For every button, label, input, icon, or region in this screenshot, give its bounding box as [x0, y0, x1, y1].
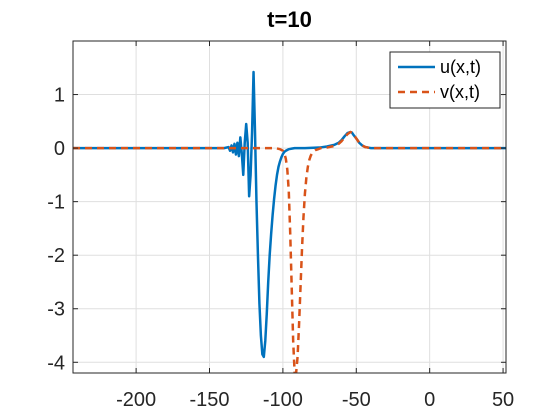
x-tick-labels: -200 -150 -100 -50 0 50	[116, 389, 514, 411]
x-tick-label: 50	[492, 389, 514, 411]
series-layer	[73, 70, 506, 373]
x-tick-label: -100	[263, 389, 303, 411]
x-tick-label: -150	[189, 389, 229, 411]
legend-label: v(x,t)	[440, 82, 480, 102]
legend-box	[389, 51, 501, 109]
axes-box	[72, 40, 507, 374]
x-tick-label: -50	[342, 389, 371, 411]
y-tick-label: -4	[47, 352, 65, 374]
y-tick-label: -1	[47, 192, 65, 214]
series-line-u	[73, 70, 506, 359]
y-tick-label: 1	[54, 85, 65, 107]
y-tick-label: -3	[47, 299, 65, 321]
x-tick-label: -200	[116, 389, 156, 411]
x-tick-label: 0	[424, 389, 435, 411]
legend-label: u(x,t)	[440, 57, 481, 77]
y-tick-label: -2	[47, 245, 65, 267]
legend: u(x,t) v(x,t)	[389, 51, 501, 109]
series-line-v	[73, 130, 506, 373]
grid	[73, 41, 506, 373]
y-tick-label: 0	[54, 138, 65, 160]
chart-title: t=10	[267, 7, 312, 32]
y-tick-labels: 1 0 -1 -2 -3 -4	[47, 85, 65, 375]
tick-marks	[73, 41, 506, 373]
